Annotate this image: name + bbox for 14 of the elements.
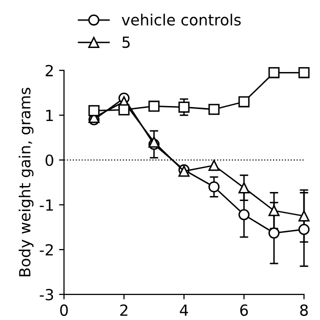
legend-label: 5 — [122, 36, 130, 48]
y-tick-label: 0 — [46, 154, 54, 166]
y-tick-label: 2 — [46, 64, 53, 76]
y-tick-label: -1 — [40, 199, 53, 211]
x-tick-label: 6 — [240, 304, 248, 316]
legend-label: vehicle controls — [122, 14, 241, 26]
x-tick-label: 8 — [300, 304, 308, 316]
y-tick-label: -3 — [40, 288, 54, 300]
x-tick-label: 4 — [180, 304, 188, 316]
y-tick-label: 1 — [46, 110, 53, 122]
y-tick-label: -2 — [40, 244, 53, 256]
x-tick-label: 2 — [120, 304, 128, 316]
x-tick-label: 0 — [60, 304, 68, 316]
y-axis-title: Body weight gain, grams — [18, 88, 34, 276]
